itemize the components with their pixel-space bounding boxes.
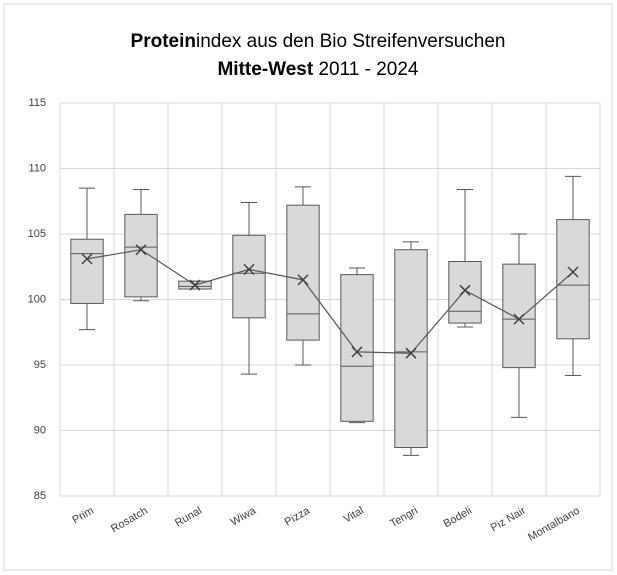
box — [340, 274, 374, 422]
box — [502, 263, 536, 369]
mean-marker — [243, 263, 255, 275]
y-tick-label: 105 — [28, 228, 46, 240]
box — [286, 204, 320, 341]
title-part: 2011 - 2024 — [313, 59, 419, 80]
box — [232, 234, 266, 319]
mean-marker — [81, 253, 93, 265]
y-tick-label: 95 — [34, 359, 46, 371]
y-tick-label: 90 — [34, 424, 46, 436]
mean-marker — [135, 244, 147, 256]
y-tick-label: 85 — [34, 490, 46, 502]
mean-marker — [189, 279, 201, 291]
mean-marker — [567, 266, 579, 278]
box — [394, 249, 428, 449]
chart-title: Proteinindex aus den Bio Streifenversuch… — [131, 31, 506, 52]
box — [124, 213, 158, 298]
y-tick-label: 100 — [28, 293, 46, 305]
mean-marker — [297, 274, 309, 286]
chart-title: Mitte-West 2011 - 2024 — [217, 59, 418, 80]
title-part: Mitte-West — [217, 59, 313, 80]
box — [556, 219, 590, 340]
mean-line — [86, 249, 574, 354]
mean-marker — [459, 284, 471, 296]
box — [70, 238, 104, 304]
mean-marker — [351, 346, 363, 358]
title-part: index aus den Bio Streifenversuchen — [196, 31, 505, 52]
mean-marker — [513, 313, 525, 325]
y-tick-label: 110 — [28, 162, 46, 174]
mean-marker — [405, 347, 417, 359]
title-part: Protein — [131, 31, 196, 52]
y-tick-label: 115 — [28, 97, 46, 109]
box — [448, 261, 482, 324]
